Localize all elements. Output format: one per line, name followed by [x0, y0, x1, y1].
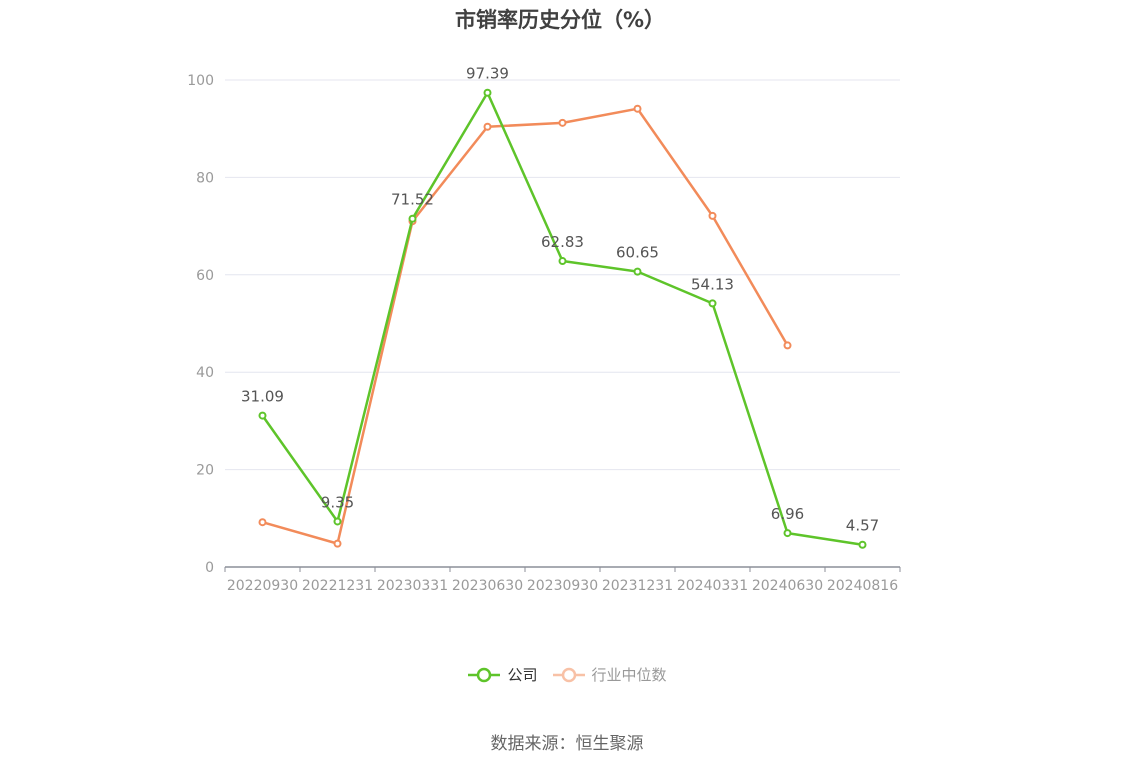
data-labels: 31.09 9.35 71.52 97.39 62.83 60.65 54.13 6.96 4.… — [241, 65, 879, 535]
data-label-company: 60.65 — [616, 244, 659, 262]
y-tick-label: 80 — [196, 170, 214, 186]
legend-marker-industry-icon — [552, 667, 585, 682]
x-tick-label: 20230630 — [452, 578, 523, 594]
x-tick-label: 20230331 — [377, 578, 448, 594]
legend-item-industry[interactable]: 行业中位数 — [552, 664, 667, 685]
point-company — [558, 257, 567, 266]
point-industry — [558, 118, 567, 127]
point-company — [408, 214, 417, 223]
y-tick-label: 60 — [196, 268, 214, 284]
legend-marker-company-icon — [468, 667, 501, 682]
legend-item-company[interactable]: 公司 — [467, 664, 538, 685]
data-label-company: 4.57 — [846, 517, 879, 535]
legend: 公司 行业中位数 — [0, 664, 1134, 685]
x-tick-label: 20231231 — [602, 578, 673, 594]
x-tick-label: 20220930 — [227, 578, 298, 594]
x-axis — [224, 566, 901, 572]
x-tick-label: 20240630 — [752, 578, 823, 594]
point-company — [708, 299, 717, 308]
point-industry — [783, 341, 792, 350]
point-industry — [258, 518, 267, 527]
y-tick-label: 0 — [205, 560, 214, 576]
x-tick-label: 20240816 — [827, 578, 898, 594]
chart-title: 市销率历史分位（%） — [454, 8, 666, 32]
data-label-company: 97.39 — [466, 65, 509, 83]
point-industry — [708, 211, 717, 220]
point-company — [258, 411, 267, 420]
point-company — [858, 540, 867, 549]
data-label-company: 54.13 — [691, 275, 734, 293]
x-tick-label: 20221231 — [302, 578, 373, 594]
point-industry — [633, 104, 642, 113]
point-company — [783, 529, 792, 538]
data-label-company: 9.35 — [321, 493, 354, 511]
legend-label-company: 公司 — [507, 666, 538, 684]
data-label-company: 71.52 — [391, 191, 434, 209]
y-tick-label: 40 — [196, 365, 214, 381]
point-industry — [483, 122, 492, 131]
y-axis-ticks: 0 20 40 60 80 100 — [187, 73, 214, 576]
data-label-company: 62.83 — [541, 233, 584, 251]
x-axis-ticks: 20220930 20221231 20230331 20230630 20230930… — [227, 578, 898, 594]
point-industry — [333, 539, 342, 548]
data-label-company: 6.96 — [771, 505, 804, 523]
point-company — [333, 517, 342, 526]
legend-label-industry: 行业中位数 — [591, 666, 667, 684]
series-line-industry — [262, 107, 789, 545]
grid-lines — [225, 79, 900, 471]
point-company — [483, 88, 492, 97]
series-lines — [258, 88, 867, 549]
data-source: 数据来源：恒生聚源 — [490, 734, 644, 754]
data-label-company: 31.09 — [241, 388, 284, 406]
point-company — [633, 267, 642, 276]
x-tick-label: 20240331 — [677, 578, 748, 594]
y-tick-label: 20 — [196, 463, 214, 479]
y-tick-label: 100 — [187, 73, 214, 89]
x-tick-label: 20230930 — [527, 578, 598, 594]
